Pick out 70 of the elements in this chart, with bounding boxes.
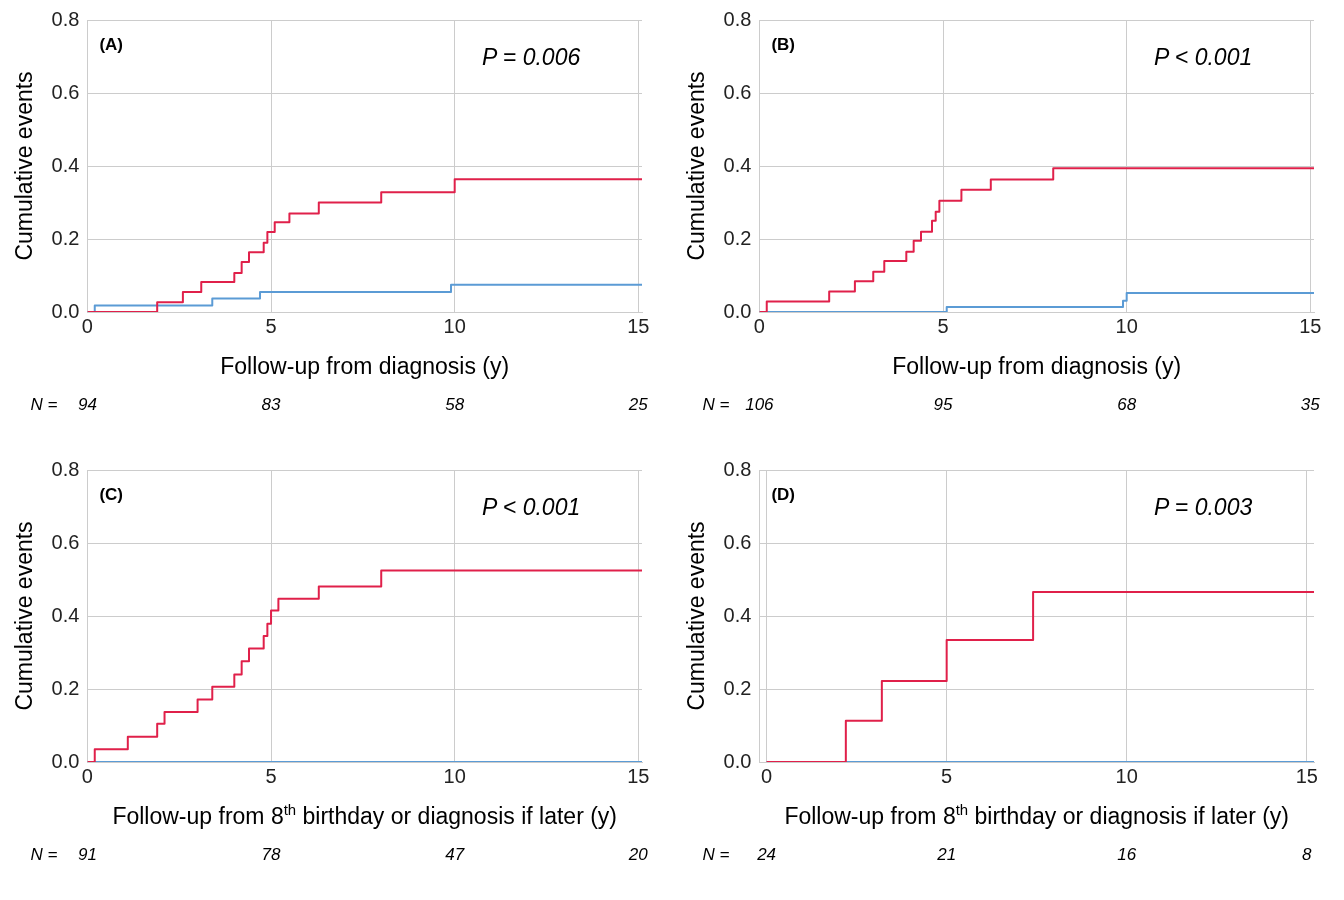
- y-tick-label: 0.8: [51, 7, 80, 30]
- y-tick-label: 0.4: [51, 603, 80, 626]
- text: (A): [99, 35, 124, 54]
- x-tick-label: 0: [761, 764, 773, 787]
- annotation: P < 0.001: [481, 494, 581, 520]
- text: 25: [627, 395, 649, 414]
- y-axis-title: Cumulative events: [683, 521, 710, 711]
- x-tick-label: 15: [1295, 764, 1318, 787]
- annotation: P = 0.003: [1153, 494, 1253, 520]
- x-tick-label: 5: [941, 764, 953, 787]
- text: 8: [1302, 845, 1313, 864]
- x-tick-label: 5: [937, 314, 949, 337]
- y-tick-label: 0.8: [723, 457, 752, 480]
- y-tick-label: 0.6: [723, 80, 752, 103]
- y-tick-label: 0.6: [723, 530, 752, 553]
- y-tick-label: 0.4: [723, 153, 752, 176]
- x-tick-label: 15: [627, 764, 650, 787]
- x-tick-label: 0: [81, 764, 93, 787]
- text: 58: [445, 395, 465, 414]
- x-tick-label: 5: [265, 764, 277, 787]
- y-tick-label: 0.2: [723, 226, 752, 249]
- y-tick-label: 0.8: [723, 7, 752, 30]
- text: 24: [756, 845, 777, 864]
- text: (C): [99, 485, 124, 504]
- y-axis-title: Cumulative events: [11, 71, 38, 261]
- text: 106: [745, 395, 775, 414]
- text: N =: [702, 395, 730, 414]
- text: N =: [702, 845, 730, 864]
- x-tick-label: 15: [1299, 314, 1322, 337]
- y-tick-label: 0.0: [51, 749, 80, 772]
- y-tick-label: 0.2: [51, 676, 80, 699]
- text: 78: [261, 845, 282, 864]
- y-tick-label: 0.2: [723, 676, 752, 699]
- annotation: P < 0.001: [1153, 44, 1253, 70]
- text: 20: [627, 845, 649, 864]
- x-tick-label: 0: [81, 314, 93, 337]
- text: N =: [30, 395, 58, 414]
- y-tick-label: 0.2: [51, 226, 80, 249]
- text: 21: [936, 845, 957, 864]
- x-tick-label: 0: [753, 314, 765, 337]
- text: (D): [771, 485, 796, 504]
- y-tick-label: 0.6: [51, 80, 80, 103]
- text: (B): [771, 35, 796, 54]
- x-axis-title: Follow-up from diagnosis (y): [220, 353, 510, 379]
- x-tick-label: 15: [627, 314, 650, 337]
- x-tick-label: 10: [1115, 314, 1138, 337]
- text: 94: [77, 395, 97, 414]
- y-tick-label: 0.4: [723, 603, 752, 626]
- x-axis-title: Follow-up from diagnosis (y): [892, 353, 1182, 379]
- y-axis-title: Cumulative events: [683, 71, 710, 261]
- text: 91: [77, 845, 97, 864]
- y-tick-label: 0.4: [51, 153, 80, 176]
- text: 16: [1117, 845, 1137, 864]
- y-tick-label: 0.8: [51, 457, 80, 480]
- x-tick-label: 10: [443, 314, 466, 337]
- text: 35: [1300, 395, 1321, 414]
- y-tick-label: 0.6: [51, 530, 80, 553]
- x-tick-label: 10: [443, 764, 466, 787]
- text: N =: [30, 845, 58, 864]
- text: 95: [933, 395, 954, 414]
- text: 47: [445, 845, 465, 864]
- text: 83: [261, 395, 282, 414]
- x-tick-label: 10: [1115, 764, 1138, 787]
- y-axis-title: Cumulative events: [11, 521, 38, 711]
- y-tick-label: 0.0: [723, 749, 752, 772]
- annotation: P = 0.006: [481, 44, 581, 70]
- y-tick-label: 0.0: [723, 299, 752, 322]
- text: 68: [1117, 395, 1137, 414]
- x-tick-label: 5: [265, 314, 277, 337]
- y-tick-label: 0.0: [51, 299, 80, 322]
